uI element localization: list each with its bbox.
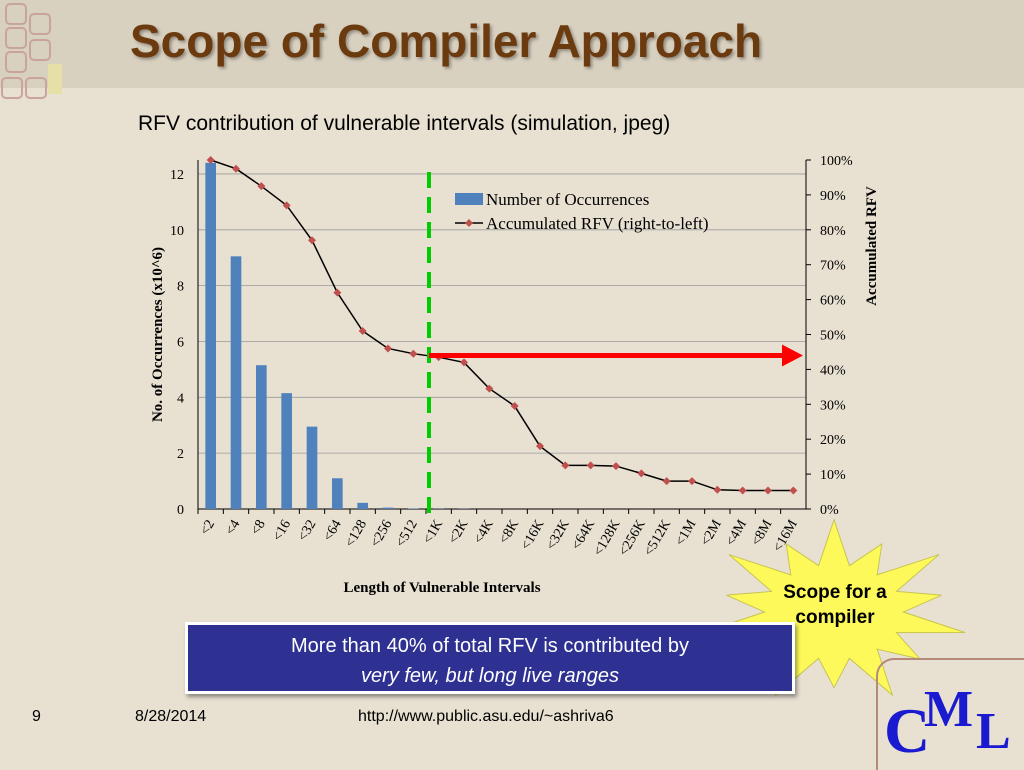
x-tick-label: <2M (698, 517, 725, 549)
x-tick-label: <16K (518, 518, 547, 553)
y-right-axis-title: Accumulated RFV (864, 186, 880, 306)
y-left-tick-label: 12 (170, 168, 184, 183)
y-right-tick-label: 30% (820, 398, 846, 413)
x-tick-label: <64 (321, 518, 345, 544)
rfv-marker (739, 487, 747, 495)
x-tick-label: <4K (471, 518, 496, 547)
starburst-label-line1: Scope for a (760, 580, 910, 605)
y-right-tick-label: 80% (820, 224, 846, 239)
rfv-marker (587, 461, 595, 469)
logo-l: L (976, 702, 1011, 761)
y-left-tick-label: 2 (177, 447, 184, 462)
rfv-line-path (211, 160, 794, 491)
y-right-tick-label: 0% (820, 503, 839, 518)
bar (205, 163, 216, 509)
footer-url[interactable]: http://www.public.asu.edu/~ashriva6 (358, 708, 614, 726)
bar (281, 393, 292, 509)
rfv-marker (637, 469, 645, 477)
y-right-tick-label: 40% (820, 363, 846, 378)
rfv-marker (688, 477, 696, 485)
bar (357, 503, 368, 509)
rfv-marker (409, 350, 417, 358)
legend-label-line: Accumulated RFV (right-to-left) (486, 214, 709, 233)
y-left-tick-label: 6 (177, 335, 184, 350)
y-right-tick-label: 20% (820, 433, 846, 448)
x-tick-label: <4M (723, 517, 750, 549)
logo-m: M (924, 680, 973, 739)
legend-swatch-bars (455, 193, 483, 205)
bar (408, 508, 419, 509)
rfv-marker (764, 487, 772, 495)
legend-swatch-marker (465, 219, 473, 227)
callout-box: More than 40% of total RFV is contribute… (185, 622, 795, 694)
bar (383, 508, 394, 509)
y-right-tick-label: 50% (820, 329, 846, 344)
y-right-tick-label: 60% (820, 294, 846, 309)
rfv-marker (612, 462, 620, 470)
slide-date: 8/28/2014 (135, 708, 206, 726)
rfv-marker (789, 487, 797, 495)
x-tick-label: <2K (446, 518, 471, 547)
callout-line1: More than 40% of total RFV is contribute… (188, 631, 792, 661)
x-tick-label: <16 (270, 518, 294, 544)
x-tick-label: <1K (421, 518, 446, 547)
rfv-marker (333, 289, 341, 297)
x-tick-label: <1M (673, 517, 700, 549)
rfv-arrow-head (782, 344, 803, 366)
bar (332, 478, 343, 509)
x-tick-label: <256 (368, 518, 395, 551)
callout-line2: very few, but long live ranges (188, 661, 792, 691)
x-tick-label: <16M (771, 517, 801, 555)
x-tick-label: <128 (343, 518, 370, 551)
y-left-tick-label: 4 (177, 391, 184, 406)
legend-label-bars: Number of Occurrences (486, 190, 649, 209)
x-tick-label: <2 (198, 518, 218, 538)
bar (256, 365, 267, 509)
y-right-tick-label: 90% (820, 189, 846, 204)
x-tick-label: <8 (248, 518, 268, 538)
bar (307, 427, 318, 509)
x-tick-label: <8K (497, 518, 522, 547)
y-left-tick-label: 0 (177, 503, 184, 518)
rfv-marker (663, 477, 671, 485)
bar (231, 256, 242, 509)
y-left-tick-label: 10 (170, 224, 184, 239)
y-left-axis-title: No. of Occurrences (x10^6) (150, 247, 166, 422)
x-tick-label: <512 (393, 518, 420, 551)
x-axis-title: Length of Vulnerable Intervals (343, 580, 540, 596)
rfv-marker (713, 486, 721, 494)
x-tick-label: <32 (296, 518, 320, 544)
y-right-tick-label: 10% (820, 468, 846, 483)
x-tick-label: <32K (544, 518, 573, 553)
legend: Number of Occurrences Accumulated RFV (ri… (455, 190, 709, 233)
y-right-tick-label: 70% (820, 259, 846, 274)
x-tick-label: <4 (223, 518, 243, 538)
y-left-tick-label: 8 (177, 280, 184, 295)
page-number: 9 (32, 708, 41, 726)
y-right-tick-label: 100% (820, 154, 853, 169)
